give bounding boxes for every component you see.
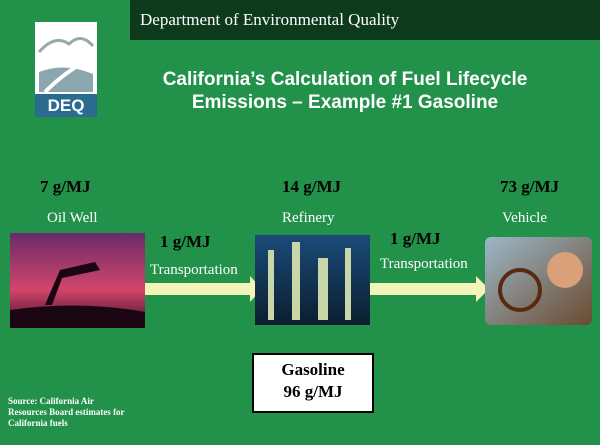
source-note: Source: California Air Resources Board e… [8,396,128,429]
logo: DEQ [35,22,97,117]
org-name: Department of Environmental Quality [140,10,399,30]
link-value: 1 g/MJ [390,229,441,249]
node-value: 73 g/MJ [500,177,559,197]
link-value: 1 g/MJ [160,232,211,252]
node-value: 14 g/MJ [282,177,341,197]
node-label: Vehicle [502,210,547,227]
total-box: Gasoline 96 g/MJ [252,353,374,413]
link-label: Transportation [150,262,238,279]
logo-text: DEQ [48,96,85,115]
slide: Department of Environmental Quality DEQ … [0,0,600,445]
total-value: 96 g/MJ [254,381,372,403]
total-label: Gasoline [254,359,372,381]
node-value: 7 g/MJ [40,177,91,197]
node-label: Refinery [282,210,334,227]
link-label: Transportation [380,256,468,273]
node-label: Oil Well [47,210,98,227]
title: California’s Calculation of Fuel Lifecyc… [130,68,560,114]
